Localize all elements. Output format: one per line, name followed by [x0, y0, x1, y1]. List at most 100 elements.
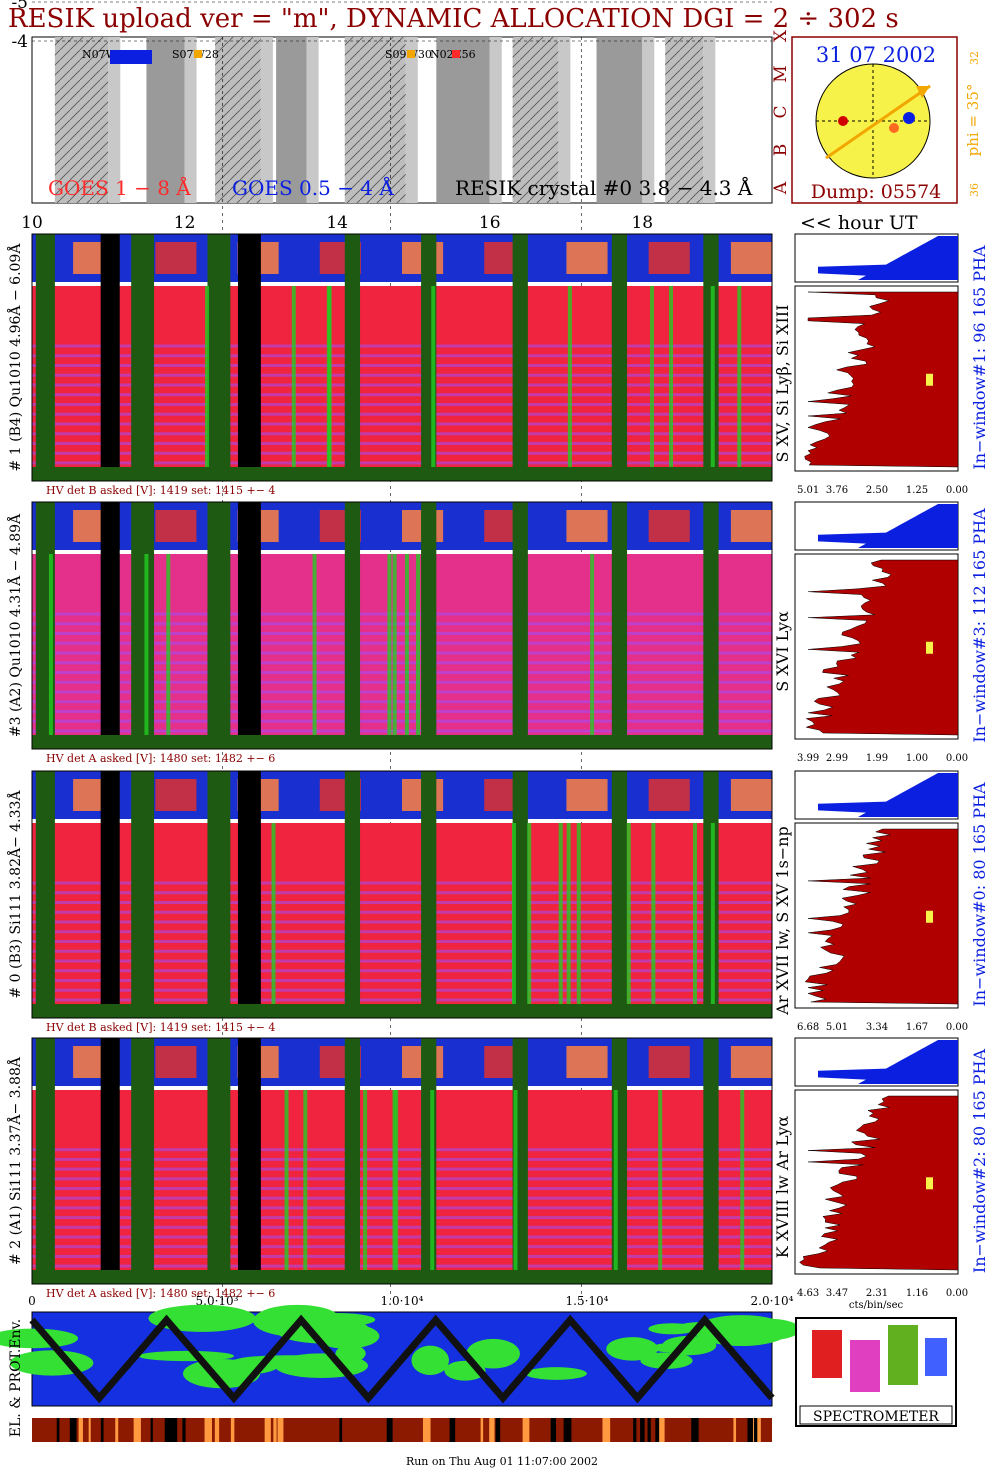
env-green-patch: [606, 1337, 658, 1361]
spectrum-profile: [805, 559, 959, 736]
saa-band: [703, 37, 716, 203]
spectrum-tick: 2.31: [866, 1288, 888, 1299]
env-strip-band: [449, 1418, 456, 1442]
env-green-patch: [308, 1320, 355, 1336]
sample-axis-tick: 5.0·10³: [196, 1294, 239, 1308]
map-bright-column: [404, 554, 409, 749]
panel-left-label: # 1 (B4) Qu1010 4.96Å − 6.09Å: [6, 243, 24, 472]
map-bright-column: [567, 286, 572, 481]
top-strip-band: [155, 242, 197, 274]
map-dark-column: [207, 502, 231, 749]
map-data-gap: [100, 502, 120, 749]
env-strip-band: [169, 1418, 178, 1442]
env-strip-band: [657, 1418, 665, 1442]
map-bright-column: [558, 823, 563, 1018]
goes-y-tick: -4: [11, 32, 28, 52]
spectrum-marker: [926, 641, 933, 654]
map-dark-column: [611, 771, 628, 1018]
map-bright-column: [613, 1090, 618, 1284]
map-violet-line: [32, 998, 772, 1002]
in-window-label: In−window#1: 96 165 PHA: [970, 245, 989, 470]
map-dark-column: [344, 771, 361, 1018]
env-green-patch: [335, 1344, 366, 1363]
env-green-patch: [138, 1350, 235, 1362]
time-tick-label: 18: [631, 213, 653, 233]
in-window-label: In−window#3: 112 165 PHA: [970, 508, 989, 743]
env-strip-band: [522, 1418, 530, 1442]
map-violet-line: [32, 451, 772, 455]
map-dark-column: [611, 234, 628, 481]
env-strip-band: [747, 1418, 756, 1442]
panel-0: HV det B asked [V]: 1419 set: 1415 +− 4 #…: [6, 233, 989, 497]
top-strip-band: [648, 510, 690, 542]
map-bright-column: [363, 1090, 368, 1284]
logo-block-r: [812, 1330, 842, 1378]
logo-text: SPECTROMETER: [813, 1409, 939, 1425]
env-strip-band: [214, 1418, 220, 1442]
env-strip-band: [150, 1418, 153, 1442]
map-bright-column: [312, 554, 317, 749]
map-bright-column: [650, 286, 655, 481]
logo-block-i: [925, 1338, 947, 1376]
time-tick-label: 16: [479, 213, 501, 233]
map-violet-line: [32, 641, 772, 645]
spectrum-tick: 3.34: [866, 1022, 888, 1033]
map-violet-line: [32, 881, 772, 885]
panel-1: HV det A asked [V]: 1480 set: 1482 +− 6 #…: [6, 501, 989, 765]
map-violet-line: [32, 1235, 772, 1239]
map-violet-line: [32, 612, 772, 616]
env-strip-band: [115, 1418, 119, 1442]
map-violet-line: [32, 700, 772, 704]
active-region-marker: [110, 50, 152, 64]
spectrum-tick: 0.00: [946, 753, 968, 764]
eclipse-band: [344, 37, 406, 203]
env-strip-band: [230, 1418, 235, 1442]
panel-left-label: # 2 (A1) Si111 3.37Å− 3.88Å: [6, 1056, 24, 1265]
sun-marker-red: [838, 116, 848, 126]
map-bright-column: [513, 1090, 518, 1284]
spectrum-unit: cts/bin/sec: [849, 1300, 904, 1311]
resik-label: RESIK crystal #0 3.8 − 4.3 Å: [455, 175, 753, 200]
map-violet-line: [32, 988, 772, 992]
env-strip-band: [69, 1418, 77, 1442]
env-strip-band: [640, 1418, 645, 1442]
map-violet-line: [32, 354, 772, 358]
env-strip-band: [386, 1418, 393, 1442]
map-bright-column: [511, 823, 516, 1018]
map-violet-line: [32, 373, 772, 377]
top-strip-band: [730, 1046, 772, 1078]
time-unit-label: << hour UT: [800, 212, 918, 234]
active-region-marker: [452, 50, 460, 58]
map-bright-column: [205, 286, 210, 481]
map-violet-line: [32, 1187, 772, 1190]
hv-label: HV det A asked [V]: 1480 set: 1482 +− 6: [46, 752, 275, 765]
goes-long-label: GOES 1 − 8 Å: [48, 175, 191, 200]
goes-class-letter: B: [771, 144, 791, 157]
map-violet-line: [32, 383, 772, 387]
panel-frame: [31, 501, 773, 750]
top-strip-band: [730, 510, 772, 542]
top-strip-band: [155, 1046, 197, 1078]
map-dark-column: [703, 1038, 719, 1284]
panel-left-label: # 0 (B3) Si111 3.82Å− 4.33Å: [6, 790, 24, 999]
map-bright-column: [693, 823, 698, 1018]
panel-left-label: #3 (A2) Qu1010 4.31Å − 4.89Å: [6, 513, 24, 737]
map-bright-column: [527, 823, 532, 1018]
sun-disk-panel: 31 07 2002 Dump: 05574 phi = 35° 32 36: [791, 36, 982, 204]
map-dark-column: [512, 234, 528, 481]
active-region-marker: [407, 50, 415, 58]
map-bottom-band: [32, 1270, 772, 1284]
saa-band: [260, 37, 273, 203]
saa-band: [184, 37, 197, 203]
map-violet-line: [32, 461, 772, 465]
map-data-gap: [100, 234, 120, 481]
map-data-gap: [237, 502, 261, 749]
env-strip-band: [480, 1418, 484, 1442]
sample-axis-tick: 0: [28, 1294, 36, 1308]
map-dark-column: [35, 771, 55, 1018]
eclipse-band: [512, 37, 559, 203]
top-strip-band: [566, 242, 608, 274]
spectrum-line-label: Ar XVII lw, S XV 1s−np: [773, 826, 792, 1015]
time-tick-label: 14: [326, 213, 348, 233]
map-violet-line: [32, 393, 772, 397]
